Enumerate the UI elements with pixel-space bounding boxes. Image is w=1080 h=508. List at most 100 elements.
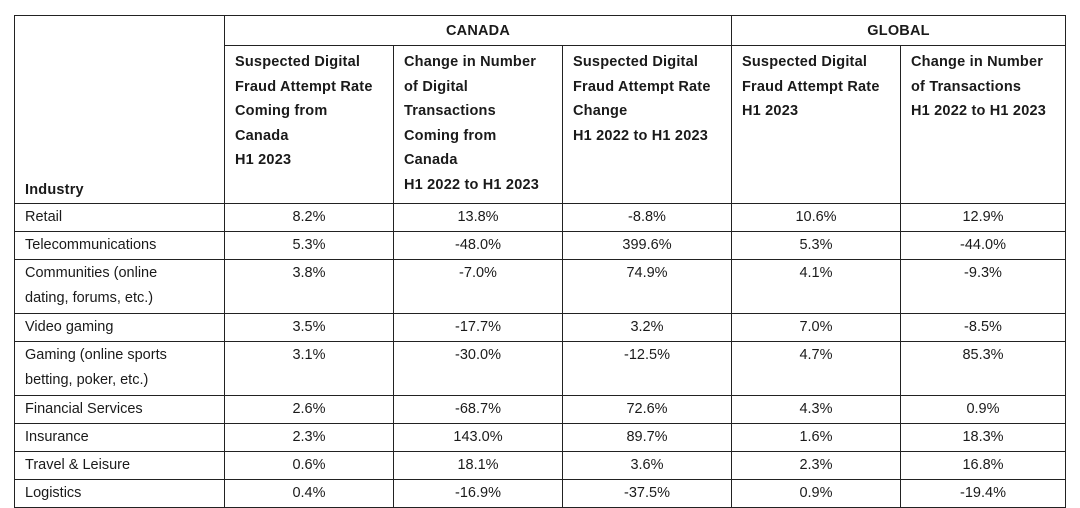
header-line: Fraud Attempt Rate [742, 78, 880, 95]
industry-line: Insurance [25, 429, 89, 445]
header-line: Change in Number [911, 54, 1044, 70]
cell-canada-rate: 2.3% [224, 423, 394, 452]
cell-canada-transactions-change: -30.0% [393, 341, 563, 396]
cell-global-rate: 4.1% [731, 259, 901, 314]
cell-global-transactions-change: 18.3% [900, 423, 1066, 452]
cell-global-rate: 1.6% [731, 423, 901, 452]
header-line: Suspected Digital [573, 54, 699, 70]
fraud-table-container: CANADA GLOBAL Industry Suspected Digital… [14, 15, 1066, 508]
header-line: Change [573, 103, 628, 119]
cell-industry: Travel & Leisure [14, 451, 225, 480]
group-header-global: GLOBAL [731, 15, 1066, 46]
cell-canada-rate-change: -37.5% [562, 479, 732, 508]
cell-canada-rate-change: 74.9% [562, 259, 732, 314]
header-line: H1 2023 [235, 152, 292, 168]
table-row: Travel & Leisure 0.6% 18.1% 3.6% 2.3% 16.8% [14, 451, 1066, 480]
column-header-canada-rate-change: Suspected Digital Fraud Attempt Rate Chang… [562, 45, 732, 204]
cell-canada-rate-change: -12.5% [562, 341, 732, 396]
cell-canada-rate: 5.3% [224, 231, 394, 260]
header-line: Fraud Attempt Rate [235, 78, 373, 95]
cell-global-transactions-change: -19.4% [900, 479, 1066, 508]
cell-global-rate: 4.3% [731, 395, 901, 424]
table-row: Logistics 0.4% -16.9% -37.5% 0.9% -19.4% [14, 479, 1066, 508]
header-line: H1 2022 to H1 2023 [404, 176, 539, 193]
group-header-row: CANADA GLOBAL [14, 15, 1066, 46]
cell-canada-transactions-change: -7.0% [393, 259, 563, 314]
header-line: Suspected Digital [742, 54, 868, 70]
cell-industry: Financial Services [14, 395, 225, 424]
header-line: Canada [235, 127, 289, 144]
industry-line: Video gaming [25, 319, 114, 335]
cell-canada-transactions-change: 18.1% [393, 451, 563, 480]
cell-global-rate: 2.3% [731, 451, 901, 480]
column-header-canada-rate: Suspected Digital Fraud Attempt Rate Comin… [224, 45, 394, 204]
cell-canada-rate: 0.6% [224, 451, 394, 480]
cell-global-rate: 5.3% [731, 231, 901, 260]
cell-canada-transactions-change: -48.0% [393, 231, 563, 260]
header-corner [14, 15, 225, 46]
cell-global-rate: 0.9% [731, 479, 901, 508]
cell-canada-rate: 3.5% [224, 313, 394, 342]
cell-canada-rate-change: 89.7% [562, 423, 732, 452]
cell-industry: Telecommunications [14, 231, 225, 260]
cell-industry: Insurance [14, 423, 225, 452]
column-header-industry: Industry [14, 45, 225, 204]
industry-line: betting, poker, etc.) [25, 372, 149, 388]
header-line: Transactions [404, 103, 496, 119]
cell-global-transactions-change: -44.0% [900, 231, 1066, 260]
industry-line: Telecommunications [25, 237, 157, 253]
header-line: H1 2022 to H1 2023 [911, 103, 1046, 119]
cell-canada-rate-change: 3.6% [562, 451, 732, 480]
table-body: Retail 8.2% 13.8% -8.8% 10.6% 12.9% Telecommun… [14, 203, 1066, 508]
cell-global-transactions-change: -9.3% [900, 259, 1066, 314]
cell-global-transactions-change: 12.9% [900, 203, 1066, 232]
table-row: Video gaming 3.5% -17.7% 3.2% 7.0% -8.5% [14, 313, 1066, 342]
cell-industry: Retail [14, 203, 225, 232]
header-line: of Digital [404, 78, 469, 95]
table-header: CANADA GLOBAL Industry Suspected Digital… [14, 15, 1066, 204]
cell-canada-rate-change: -8.8% [562, 203, 732, 232]
cell-canada-rate: 2.6% [224, 395, 394, 424]
cell-canada-transactions-change: -68.7% [393, 395, 563, 424]
header-line: Change in Number [404, 54, 537, 70]
cell-canada-transactions-change: 143.0% [393, 423, 563, 452]
cell-global-transactions-change: -8.5% [900, 313, 1066, 342]
cell-global-transactions-change: 0.9% [900, 395, 1066, 424]
header-line: H1 2022 to H1 2023 [573, 127, 708, 144]
industry-line: Financial Services [25, 401, 143, 417]
cell-global-rate: 7.0% [731, 313, 901, 342]
header-line: Coming from [235, 103, 328, 119]
table-row: Gaming (online sports betting, poker, etc… [14, 341, 1066, 396]
cell-canada-transactions-change: 13.8% [393, 203, 563, 232]
header-line: Suspected Digital [235, 54, 361, 70]
cell-global-transactions-change: 85.3% [900, 341, 1066, 396]
header-line: H1 2023 [742, 103, 799, 119]
fraud-rate-table: CANADA GLOBAL Industry Suspected Digital… [14, 15, 1066, 508]
group-header-canada: CANADA [224, 15, 732, 46]
table-row: Retail 8.2% 13.8% -8.8% 10.6% 12.9% [14, 203, 1066, 232]
cell-canada-rate: 3.1% [224, 341, 394, 396]
industry-line: dating, forums, etc.) [25, 290, 154, 306]
header-line: of Transactions [911, 78, 1022, 95]
cell-canada-rate-change: 399.6% [562, 231, 732, 260]
table-row: Communities (online dating, forums, etc.)… [14, 259, 1066, 314]
cell-industry: Logistics [14, 479, 225, 508]
header-line: Coming from [404, 127, 497, 144]
cell-industry: Video gaming [14, 313, 225, 342]
cell-global-transactions-change: 16.8% [900, 451, 1066, 480]
cell-canada-rate: 8.2% [224, 203, 394, 232]
table-row: Insurance 2.3% 143.0% 89.7% 1.6% 18.3% [14, 423, 1066, 452]
industry-line: Retail [25, 209, 63, 225]
industry-line: Gaming (online sports [25, 347, 167, 363]
column-header-row: Industry Suspected Digital Fraud Attempt … [14, 45, 1066, 204]
cell-global-rate: 10.6% [731, 203, 901, 232]
industry-line: Logistics [25, 485, 82, 501]
cell-canada-rate: 3.8% [224, 259, 394, 314]
industry-line: Communities (online [25, 265, 158, 281]
cell-industry: Communities (online dating, forums, etc.) [14, 259, 225, 314]
industry-line: Travel & Leisure [25, 457, 131, 473]
column-header-canada-transactions-change: Change in Number of Digital Transactions Co… [393, 45, 563, 204]
header-line: Canada [404, 152, 458, 168]
cell-canada-transactions-change: -16.9% [393, 479, 563, 508]
column-header-global-transactions-change: Change in Number of Transactions H1 2022 t… [900, 45, 1066, 204]
